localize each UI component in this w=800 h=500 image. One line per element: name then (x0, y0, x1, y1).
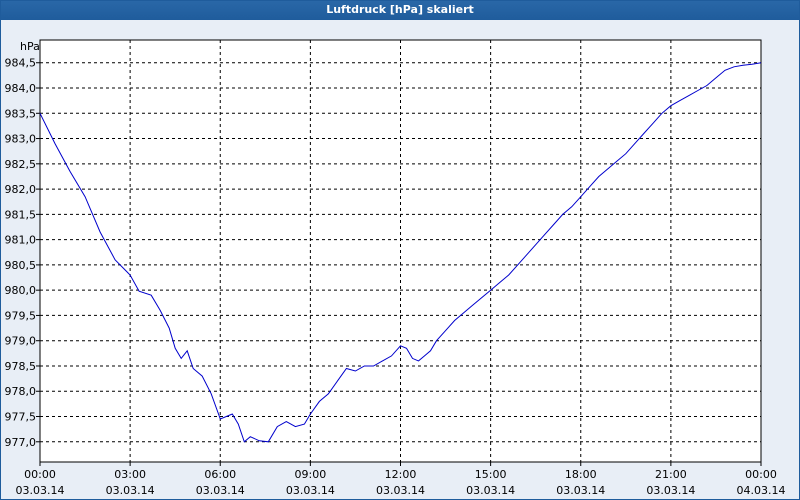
x-tick-date-label: 04.03.14 (737, 484, 786, 497)
x-tick-date-label: 03.03.14 (646, 484, 695, 497)
x-tick-time-label: 21:00 (655, 468, 687, 481)
x-tick-date-label: 03.03.14 (16, 484, 65, 497)
x-tick-date-label: 03.03.14 (556, 484, 605, 497)
y-tick-label: 984,0 (5, 82, 37, 95)
x-tick-date-label: 03.03.14 (106, 484, 155, 497)
x-tick-time-label: 03:00 (114, 468, 146, 481)
series-line-luftdruck (39, 62, 762, 443)
x-tick-time-label: 06:00 (204, 468, 236, 481)
x-tick-date-label: 03.03.14 (466, 484, 515, 497)
x-tick-time-label: 00:00 (745, 468, 777, 481)
y-tick-label: 978,5 (5, 360, 37, 373)
y-tick-label: 981,0 (5, 234, 37, 247)
y-tick-label: 983,5 (5, 107, 37, 120)
x-tick-time-label: 09:00 (295, 468, 327, 481)
x-tick-time-label: 00:00 (24, 468, 56, 481)
y-tick-label: 982,5 (5, 158, 37, 171)
x-tick-date-label: 03.03.14 (286, 484, 335, 497)
series-group (39, 62, 762, 443)
y-tick-label: 979,0 (5, 335, 37, 348)
y-tick-label: 982,0 (5, 183, 37, 196)
y-axis: 977,0 977,5 978,0 978,5 979,0 979,5 980,0 980,5… (5, 57, 40, 449)
x-axis: 00:00 03.03.14 03:00 03.03.14 06:00 03.03.14 0… (16, 462, 786, 497)
x-tick-date-label: 03.03.14 (196, 484, 245, 497)
y-tick-label: 977,0 (5, 436, 37, 449)
y-tick-label: 980,0 (5, 284, 37, 297)
y-tick-label: 978,0 (5, 385, 37, 398)
y-tick-label: 977,5 (5, 411, 37, 424)
y-axis-unit-label: hPa (20, 40, 40, 53)
y-tick-label: 984,5 (5, 57, 37, 70)
y-tick-label: 981,5 (5, 208, 37, 221)
y-tick-label: 983,0 (5, 133, 37, 146)
y-tick-label: 980,5 (5, 259, 37, 272)
x-tick-time-label: 15:00 (475, 468, 507, 481)
window-title: Luftdruck [hPa] skaliert (0, 0, 800, 20)
grid-lines (40, 40, 761, 462)
x-tick-time-label: 18:00 (565, 468, 597, 481)
x-tick-time-label: 12:00 (385, 468, 417, 481)
y-tick-label: 979,5 (5, 309, 37, 322)
x-tick-date-label: 03.03.14 (376, 484, 425, 497)
